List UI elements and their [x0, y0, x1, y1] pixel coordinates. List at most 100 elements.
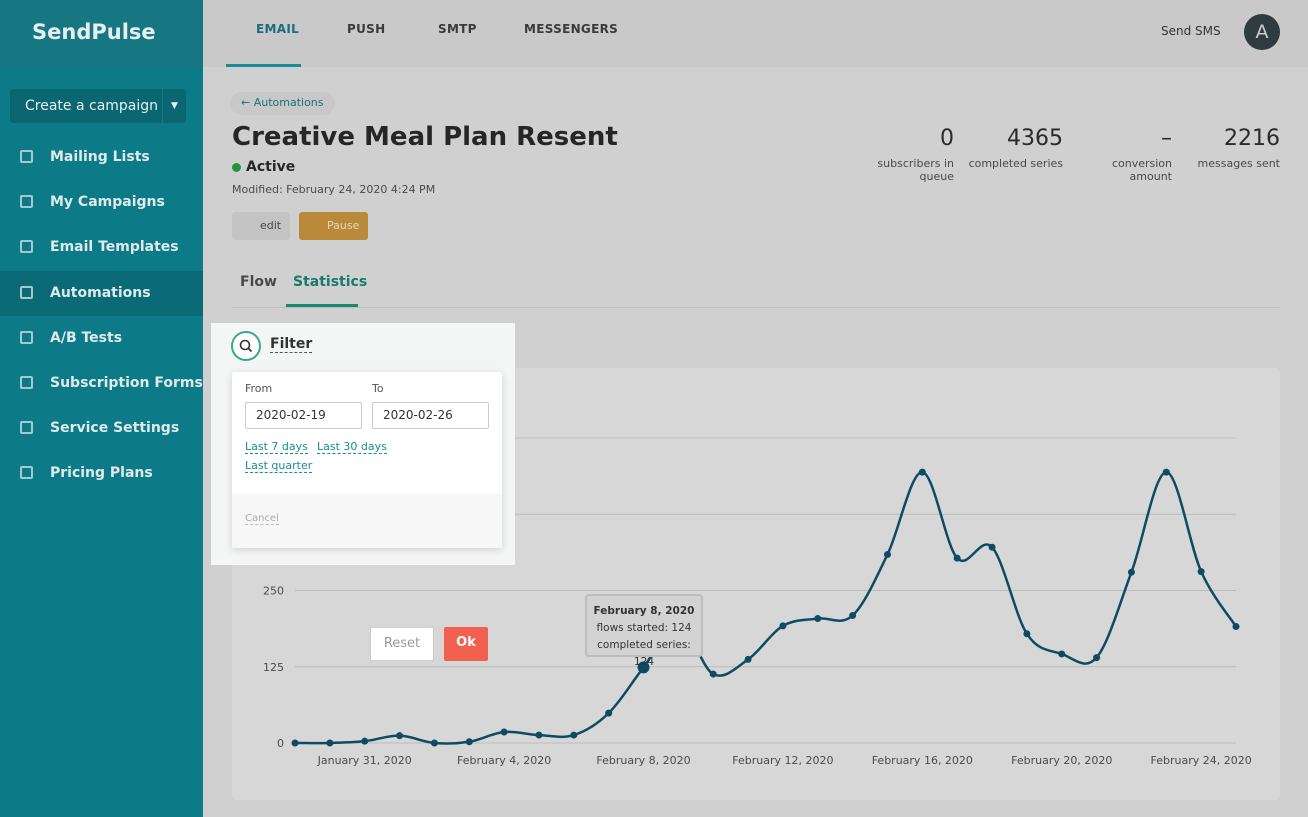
- point: [1127, 568, 1135, 576]
- menu-item[interactable]: Mailing Lists: [0, 135, 203, 180]
- menu-item[interactable]: Automations: [0, 270, 203, 316]
- range-link[interactable]: Last 30 days: [317, 440, 387, 454]
- point: [849, 612, 857, 620]
- menu-item[interactable]: Subscription Forms: [0, 361, 203, 406]
- modified: Modified: February 24, 2020 4:24 PM: [232, 183, 436, 196]
- point: [1232, 622, 1240, 630]
- menu-item[interactable]: A/B Tests: [0, 316, 203, 361]
- menu-icon: [20, 285, 33, 299]
- point: [744, 655, 752, 663]
- menu-item[interactable]: My Campaigns: [0, 180, 203, 225]
- point: [1162, 468, 1170, 476]
- breadcrumb[interactable]: ← Automations: [230, 92, 335, 115]
- point: [814, 615, 822, 623]
- menu-icon: [20, 421, 33, 435]
- tooltip-line: completed series: 124: [597, 639, 691, 668]
- menu-item[interactable]: Service Settings: [0, 406, 203, 451]
- point: [465, 738, 473, 746]
- popup-footer: Cancel Reset Ok: [232, 494, 502, 661]
- logo[interactable]: SendPulse: [0, 0, 203, 67]
- filter-popup: From To 2020-02-19 2020-02-26 Last 7 day…: [232, 372, 502, 661]
- send-sms[interactable]: Send SMS: [1161, 24, 1221, 38]
- point: [953, 554, 961, 562]
- menu-icon: [20, 195, 33, 209]
- range-link[interactable]: Last quarter: [245, 459, 313, 473]
- sidebar: SendPulse Create a campaign ▼ Mailing Lis…: [0, 0, 203, 817]
- point: [291, 739, 299, 747]
- search-icon: [239, 339, 253, 353]
- caret[interactable]: ▼: [162, 89, 186, 123]
- stat-label: conversion amount: [1111, 157, 1172, 183]
- point: [535, 731, 543, 739]
- menu-item[interactable]: Pricing Plans: [0, 451, 203, 496]
- status: Active: [246, 159, 296, 175]
- nav-underline: [226, 64, 301, 67]
- title: Creative Meal Plan Resent: [232, 122, 618, 152]
- menu-icon: [20, 466, 33, 480]
- x-tick-label: February 8, 2020: [596, 754, 690, 767]
- x-tick-label: February 16, 2020: [872, 754, 973, 767]
- stat-value: 2216: [1224, 126, 1280, 151]
- x-tick-label: February 20, 2020: [1011, 754, 1112, 767]
- from-label: From: [245, 382, 273, 395]
- pause-button[interactable]: Pause: [299, 212, 368, 240]
- point: [988, 543, 996, 551]
- nav-item[interactable]: MESSENGERS: [524, 22, 619, 36]
- menu-icon: [20, 150, 33, 163]
- stat-label: completed series: [968, 157, 1063, 170]
- point: [918, 468, 926, 476]
- tooltip: February 8, 2020 flows started: 124 comp…: [585, 594, 703, 668]
- tab-underline: [286, 304, 358, 307]
- stat-label: messages sent: [1197, 157, 1280, 170]
- menu-icon: [20, 240, 33, 254]
- stat-label: subscribers in queue: [877, 157, 954, 183]
- point: [779, 622, 787, 630]
- point: [1058, 650, 1066, 658]
- point: [1093, 654, 1101, 662]
- from-input[interactable]: 2020-02-19: [245, 402, 362, 429]
- point: [326, 739, 334, 747]
- cancel[interactable]: Cancel: [245, 513, 279, 525]
- y-tick-label: 0: [277, 737, 284, 750]
- tab[interactable]: Flow: [240, 274, 277, 290]
- edit-button[interactable]: edit: [232, 212, 290, 240]
- nav-item[interactable]: PUSH: [347, 22, 386, 36]
- filter-label[interactable]: Filter: [270, 336, 313, 353]
- ok-button[interactable]: Ok: [444, 627, 488, 661]
- point: [430, 739, 438, 747]
- filter-icon[interactable]: [231, 331, 261, 361]
- top-bar: [203, 0, 1308, 67]
- point: [361, 737, 369, 745]
- menu-icon: [20, 376, 33, 389]
- y-tick-label: 125: [263, 661, 284, 674]
- range-link[interactable]: Last 7 days: [245, 440, 308, 454]
- to-input[interactable]: 2020-02-26: [372, 402, 489, 429]
- point: [570, 731, 578, 739]
- point: [500, 728, 508, 736]
- tooltip-line: flows started: 124: [596, 622, 692, 634]
- x-tick-label: February 12, 2020: [732, 754, 833, 767]
- point: [637, 661, 650, 674]
- point: [1197, 568, 1205, 576]
- avatar[interactable]: A: [1244, 14, 1280, 50]
- point: [605, 709, 613, 717]
- create-label: Create a campaign: [25, 98, 159, 114]
- x-tick-label: January 31, 2020: [317, 754, 412, 767]
- to-label: To: [372, 382, 384, 395]
- nav-item[interactable]: EMAIL: [256, 22, 300, 36]
- nav-item[interactable]: SMTP: [438, 22, 477, 36]
- reset-button[interactable]: Reset: [370, 627, 434, 661]
- point: [396, 732, 404, 740]
- point: [1023, 630, 1031, 638]
- menu-icon: [20, 330, 33, 344]
- create-button[interactable]: Create a campaign ▼: [10, 89, 186, 123]
- x-tick-label: February 4, 2020: [457, 754, 551, 767]
- menu-item[interactable]: Email Templates: [0, 225, 203, 270]
- tab-rule: [232, 307, 1280, 308]
- stat-value: 4365: [1007, 126, 1063, 151]
- tooltip-title: February 8, 2020: [593, 605, 695, 617]
- x-tick-label: February 24, 2020: [1151, 754, 1252, 767]
- tab[interactable]: Statistics: [293, 274, 368, 290]
